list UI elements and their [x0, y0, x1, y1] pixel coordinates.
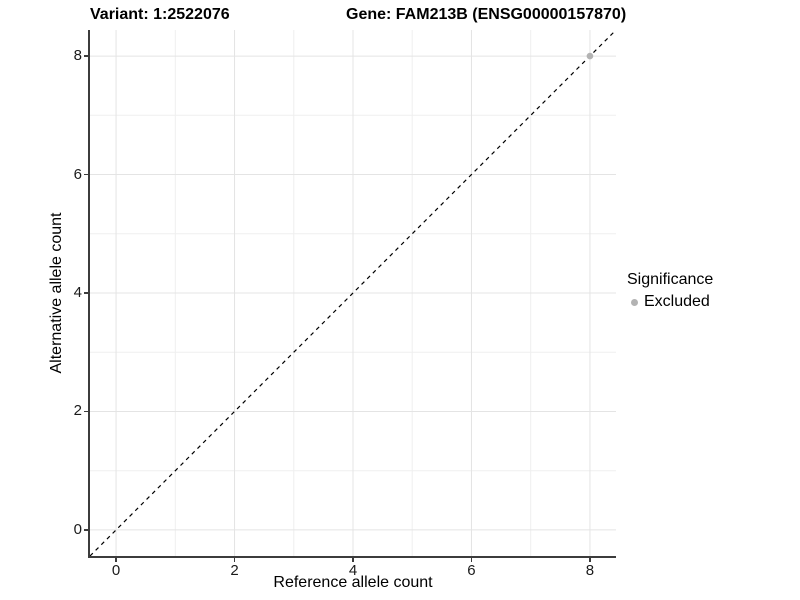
x-tick-mark — [115, 558, 117, 562]
data-point-excluded — [586, 52, 594, 60]
x-tick-label: 4 — [348, 562, 358, 579]
y-tick-label: 8 — [73, 47, 82, 65]
y-tick-label: 2 — [73, 402, 82, 420]
y-tick-mark — [84, 410, 88, 413]
x-tick-label: 0 — [111, 562, 121, 579]
y-tick-label: 0 — [73, 520, 82, 538]
y-tick-label: 6 — [73, 165, 82, 183]
legend-item-excluded: Excluded — [627, 292, 713, 312]
x-axis-label: Reference allele count — [273, 574, 433, 591]
y-tick-mark — [84, 173, 88, 176]
y-tick-label: 4 — [73, 284, 82, 301]
x-tick-label: 2 — [230, 562, 239, 579]
x-tick-mark — [233, 558, 236, 562]
plot-title-gene: Gene: FAM213B (ENSG00000157870) — [346, 6, 627, 23]
x-tick-mark — [589, 558, 591, 562]
plot-title-variant: Variant: 1:2522076 — [90, 6, 230, 23]
excluded-point-icon — [631, 298, 638, 306]
legend: Significance Excluded — [627, 270, 713, 312]
x-tick-mark — [352, 558, 354, 562]
x-tick-label: 8 — [585, 562, 595, 579]
plot-panel — [88, 30, 616, 558]
y-tick-mark — [84, 55, 88, 57]
scatter-canvas — [90, 30, 616, 556]
legend-title: Significance — [627, 271, 714, 288]
legend-item-label: Excluded — [644, 293, 710, 310]
x-tick-label: 6 — [467, 562, 476, 579]
x-tick-mark — [470, 558, 473, 562]
y-tick-mark — [84, 292, 88, 294]
y-tick-mark — [84, 529, 88, 531]
identity-line — [90, 30, 616, 556]
